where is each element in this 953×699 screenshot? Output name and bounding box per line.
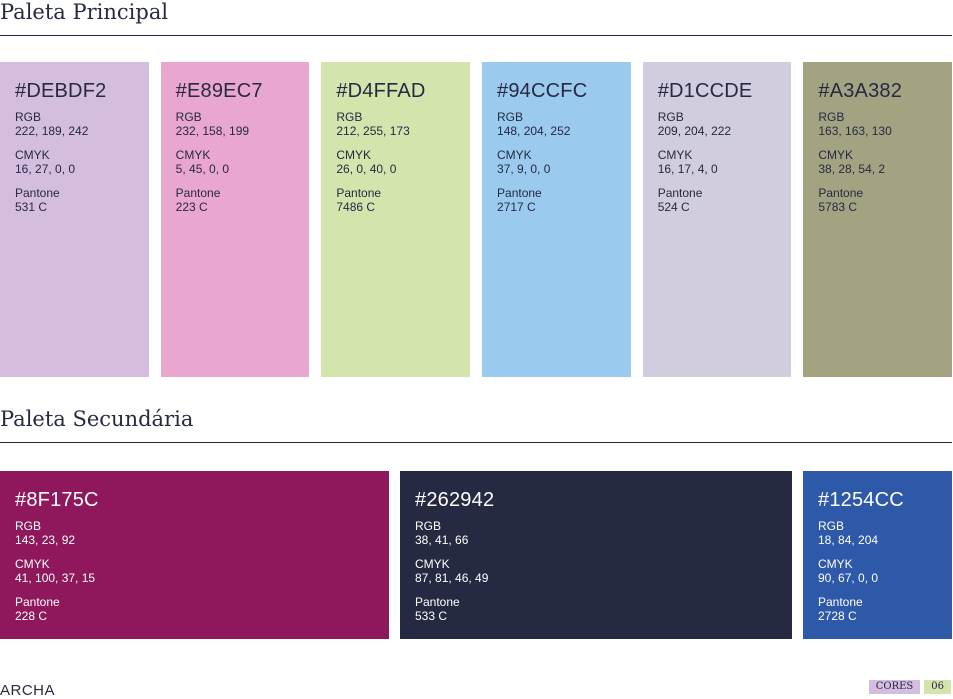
- cmyk-value: 38, 28, 54, 2: [818, 162, 886, 176]
- swatch-hex: #D1CCDE: [657, 80, 753, 102]
- swatch-primary-5: #D1CCDE RGB 209, 204, 222 CMYK 16, 17, 4, …: [642, 62, 792, 377]
- secondary-divider: [0, 442, 952, 443]
- cmyk-value: 16, 27, 0, 0: [15, 162, 76, 176]
- cmyk-label: CMYK: [818, 148, 854, 162]
- cmyk-label: CMYK: [657, 148, 693, 162]
- cmyk-label: CMYK: [15, 148, 50, 162]
- primary-palette-title: Paleta Principal: [0, 0, 169, 24]
- rgb-label: RGB: [497, 110, 524, 124]
- cmyk-label: CMYK: [818, 557, 853, 571]
- rgb-label: RGB: [818, 110, 845, 124]
- pantone-label: Pantone: [15, 186, 60, 200]
- rgb-value: 163, 163, 130: [818, 124, 892, 138]
- pantone-value: 223 C: [175, 200, 208, 214]
- rgb-label: RGB: [818, 519, 845, 533]
- cmyk-value: 37, 9, 0, 0: [497, 162, 551, 176]
- cmyk-value: 16, 17, 4, 0: [657, 162, 718, 176]
- swatch-primary-4: #94CCFC RGB 148, 204, 252 CMYK 37, 9, 0, 0…: [482, 62, 631, 377]
- archa-logo: ARCHA: [0, 682, 56, 699]
- cmyk-label: CMYK: [175, 148, 211, 162]
- pantone-value: 533 C: [415, 609, 448, 623]
- primary-swatch-row: #DEBDF2 RGB 222, 189, 242 CMYK 16, 27, 0, …: [0, 62, 953, 377]
- pantone-value: 2728 C: [818, 609, 857, 623]
- swatch-hex: #DEBDF2: [15, 80, 107, 102]
- pantone-label: Pantone: [818, 595, 863, 609]
- rgb-value: 209, 204, 222: [657, 124, 732, 138]
- cmyk-label: CMYK: [497, 148, 532, 162]
- cmyk-value: 26, 0, 40, 0: [336, 162, 397, 176]
- pantone-value: 2717 C: [497, 200, 536, 214]
- swatch-secondary-1: #8F175C RGB 143, 23, 92 CMYK 41, 100, 37, …: [0, 471, 389, 639]
- swatch-secondary-2: #262942 RGB 38, 41, 66 CMYK 87, 81, 46, 49…: [400, 471, 792, 639]
- cmyk-value: 87, 81, 46, 49: [415, 571, 489, 585]
- pantone-label: Pantone: [336, 186, 382, 200]
- rgb-label: RGB: [15, 110, 42, 124]
- pantone-label: Pantone: [15, 595, 60, 609]
- swatch-hex: #A3A382: [818, 80, 903, 102]
- rgb-value: 212, 255, 173: [336, 124, 410, 138]
- secondary-palette-title: Paleta Secundária: [0, 407, 194, 431]
- cmyk-value: 41, 100, 37, 15: [15, 571, 96, 585]
- footer-tags: CORES 06: [868, 680, 951, 694]
- page-number: 06: [924, 680, 951, 694]
- pantone-label: Pantone: [818, 186, 864, 200]
- swatch-hex: #E89EC7: [175, 80, 263, 102]
- rgb-value: 143, 23, 92: [15, 533, 76, 547]
- rgb-label: RGB: [657, 110, 684, 124]
- rgb-value: 148, 204, 252: [497, 124, 571, 138]
- pantone-value: 531 C: [15, 200, 48, 214]
- cmyk-label: CMYK: [336, 148, 372, 162]
- rgb-value: 18, 84, 204: [818, 533, 879, 547]
- secondary-swatch-row: #8F175C RGB 143, 23, 92 CMYK 41, 100, 37, …: [0, 471, 952, 639]
- rgb-label: RGB: [15, 519, 42, 533]
- pantone-value: 5783 C: [818, 200, 858, 214]
- swatch-secondary-3: #1254CC RGB 18, 84, 204 CMYK 90, 67, 0, 0 …: [803, 471, 952, 639]
- rgb-value: 38, 41, 66: [415, 533, 469, 547]
- swatch-primary-3: #D4FFAD RGB 212, 255, 173 CMYK 26, 0, 40, …: [321, 62, 471, 377]
- cmyk-label: CMYK: [415, 557, 450, 571]
- pantone-label: Pantone: [175, 186, 221, 200]
- pantone-value: 524 C: [657, 200, 690, 214]
- primary-divider: [0, 35, 952, 36]
- rgb-label: RGB: [415, 519, 442, 533]
- swatch-hex: #94CCFC: [497, 80, 588, 102]
- cmyk-value: 90, 67, 0, 0: [818, 571, 879, 585]
- cmyk-value: 5, 45, 0, 0: [175, 162, 230, 176]
- swatch-hex: #D4FFAD: [336, 80, 426, 102]
- pantone-label: Pantone: [657, 186, 703, 200]
- swatch-primary-6: #A3A382 RGB 163, 163, 130 CMYK 38, 28, 54,…: [803, 62, 953, 377]
- pantone-label: Pantone: [415, 595, 460, 609]
- swatch-hex: #8F175C: [15, 489, 99, 511]
- pantone-label: Pantone: [497, 186, 542, 200]
- rgb-value: 222, 189, 242: [15, 124, 89, 138]
- rgb-label: RGB: [175, 110, 202, 124]
- section-tag: CORES: [868, 680, 921, 694]
- swatch-primary-2: #E89EC7 RGB 232, 158, 199 CMYK 5, 45, 0, 0…: [160, 62, 310, 377]
- swatch-hex: #1254CC: [818, 489, 904, 511]
- rgb-value: 232, 158, 199: [175, 124, 250, 138]
- cmyk-label: CMYK: [15, 557, 50, 571]
- pantone-value: 7486 C: [336, 200, 376, 214]
- swatch-hex: #262942: [415, 489, 495, 511]
- pantone-value: 228 C: [15, 609, 48, 623]
- swatch-primary-1: #DEBDF2 RGB 222, 189, 242 CMYK 16, 27, 0, …: [0, 62, 149, 377]
- rgb-label: RGB: [336, 110, 363, 124]
